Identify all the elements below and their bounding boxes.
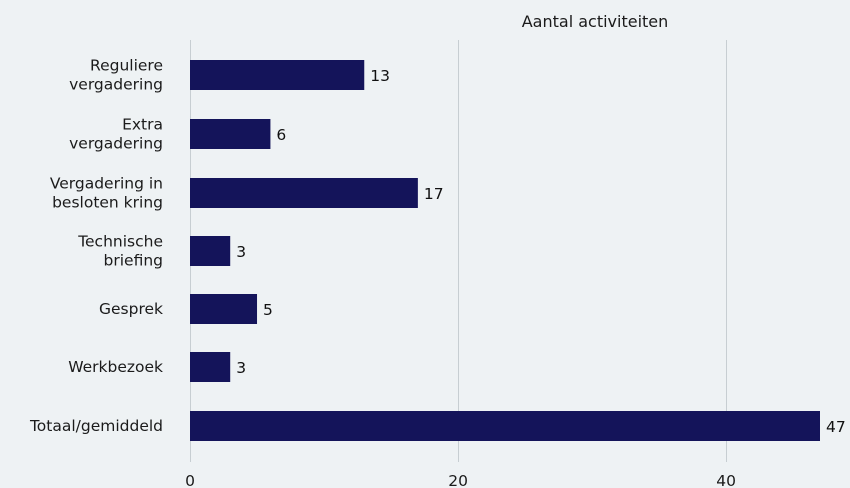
category-label-1: Reguliere vergadering [69, 57, 163, 94]
category-label-line: Reguliere [90, 57, 163, 75]
category-label-line: Totaal/gemiddeld [29, 417, 163, 435]
value-label-1: 13 [370, 67, 390, 85]
value-label-6: 3 [236, 359, 246, 377]
bar-4 [190, 236, 231, 266]
x-tick-label-40: 40 [716, 472, 736, 488]
category-label-4: Technische briefing [77, 233, 163, 270]
category-label-line: Gesprek [99, 300, 163, 318]
category-label-line: vergadering [69, 135, 163, 153]
bar-2 [190, 119, 271, 149]
category-label-line: Vergadering in [50, 175, 163, 193]
bar-3 [190, 178, 418, 208]
category-label-line: besloten kring [52, 194, 163, 212]
x-axis-title: Aantal activiteiten [522, 12, 669, 31]
category-label-line: briefing [104, 252, 163, 270]
bar-5 [190, 294, 258, 324]
category-label-5: Gesprek [99, 300, 163, 318]
category-label-line: Technische [77, 233, 163, 251]
value-label-4: 3 [236, 243, 246, 261]
category-label-2: Extra vergadering [69, 116, 163, 153]
category-label-3: Vergadering in besloten kring [50, 175, 163, 212]
value-label-2: 6 [276, 126, 286, 144]
bars-layer [190, 60, 820, 441]
x-tick-label-0: 0 [185, 472, 195, 488]
category-label-7: Totaal/gemiddeld [29, 417, 163, 435]
category-label-6: Werkbezoek [68, 358, 163, 376]
x-tick-label-20: 20 [448, 472, 468, 488]
category-label-line: Extra [122, 116, 163, 134]
ticks-layer: 0 20 40 [185, 472, 736, 488]
value-label-5: 5 [263, 301, 273, 319]
value-label-7: 47 [826, 418, 846, 436]
bar-1 [190, 60, 365, 90]
value-label-3: 17 [424, 185, 444, 203]
bar-7 [190, 411, 820, 441]
category-label-line: vergadering [69, 76, 163, 94]
category-label-line: Werkbezoek [68, 358, 163, 376]
grid-layer [190, 40, 727, 462]
bar-6 [190, 352, 231, 382]
